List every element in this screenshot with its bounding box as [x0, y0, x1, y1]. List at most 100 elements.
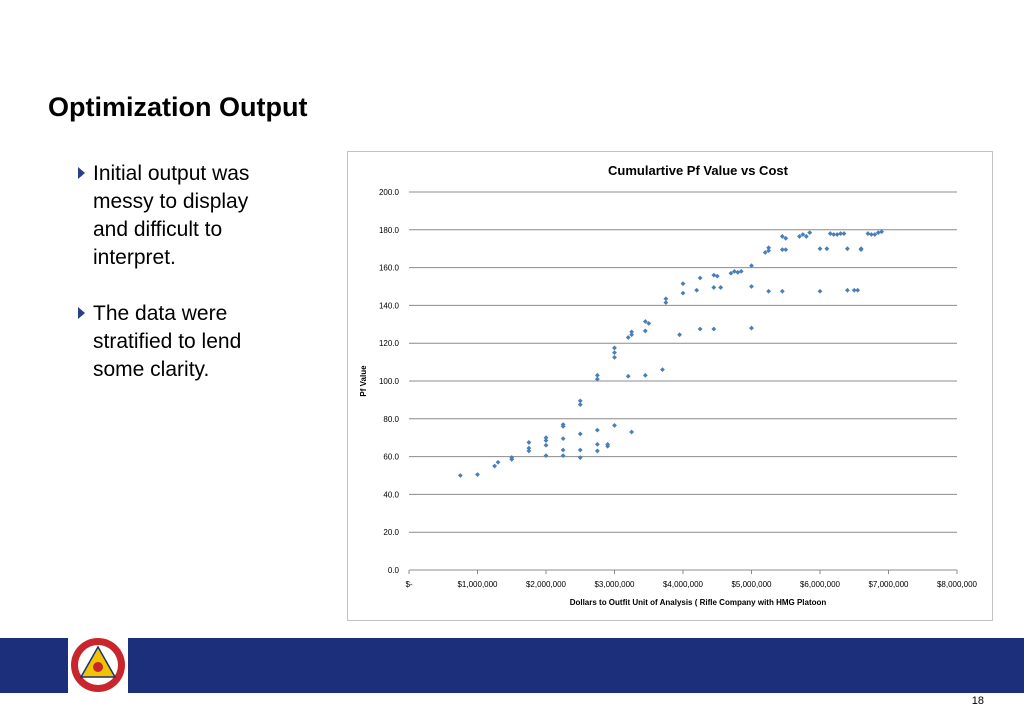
data-point	[612, 354, 617, 360]
data-point	[851, 287, 857, 293]
x-tick-label: $4,000,000	[663, 580, 704, 589]
y-tick-label: 60.0	[383, 453, 399, 462]
data-point	[642, 328, 648, 334]
data-point	[594, 372, 600, 378]
data-point	[779, 288, 785, 294]
data-point	[845, 287, 850, 293]
chart-title: Cumulartive Pf Value vs Cost	[608, 163, 789, 178]
data-point	[827, 231, 833, 236]
footer-bar	[0, 638, 1024, 693]
data-point	[629, 332, 635, 338]
page-title: Optimization Output	[48, 92, 308, 122]
data-point	[855, 287, 861, 293]
x-tick-label: $1,000,000	[457, 580, 498, 589]
x-axis-label: Dollars to Outfit Unit of Analysis ( Rif…	[570, 598, 827, 607]
x-tick-label: $2,000,000	[526, 580, 567, 589]
data-point	[577, 431, 583, 437]
data-point	[543, 453, 549, 459]
triangle-right-icon	[78, 307, 85, 319]
data-point	[694, 287, 700, 293]
y-tick-label: 100.0	[379, 377, 400, 386]
data-point	[807, 230, 813, 236]
triangle-right-icon	[78, 167, 85, 179]
data-point	[711, 285, 717, 290]
data-point	[680, 290, 686, 296]
data-point	[766, 248, 772, 253]
data-point	[824, 246, 830, 252]
data-point	[594, 441, 600, 447]
bullet-text: The data were stratified to lend some cl…	[93, 302, 242, 381]
data-point	[646, 320, 652, 326]
data-point	[841, 231, 847, 236]
data-point	[612, 350, 617, 356]
data-point	[663, 300, 669, 305]
data-point	[766, 245, 772, 251]
data-point	[697, 326, 703, 332]
data-point	[560, 453, 566, 459]
data-point	[879, 229, 885, 235]
y-tick-label: 140.0	[379, 301, 400, 310]
data-point	[817, 288, 823, 294]
data-point	[594, 427, 600, 433]
bullet-item: Initial output was messy to display and …	[78, 160, 288, 272]
data-point	[577, 398, 583, 404]
data-point	[560, 422, 566, 427]
data-point	[766, 288, 772, 294]
data-point	[735, 269, 741, 275]
data-point	[509, 455, 515, 460]
data-point	[625, 373, 631, 379]
y-tick-label: 40.0	[383, 490, 399, 499]
data-point	[475, 472, 480, 477]
data-point	[845, 246, 850, 252]
chart-frame: Cumulartive Pf Value vs Cost 0.0 20.0 40.0 6…	[347, 151, 993, 621]
data-point	[543, 442, 549, 448]
data-point	[817, 246, 823, 252]
data-point	[783, 247, 789, 253]
data-point	[677, 332, 682, 338]
data-point	[680, 281, 686, 287]
data-point	[800, 232, 806, 237]
data-point	[779, 247, 785, 253]
data-point	[594, 376, 600, 382]
data-point	[718, 285, 724, 290]
data-point	[605, 441, 611, 447]
data-point	[731, 268, 737, 274]
data-point	[543, 435, 549, 441]
data-point	[560, 436, 566, 442]
data-point	[872, 232, 878, 237]
x-tick-label: $5,000,000	[731, 580, 772, 589]
y-tick-label: 0.0	[388, 566, 400, 575]
y-axis-label: Pf Value	[359, 365, 368, 397]
data-point	[865, 231, 871, 236]
data-point	[457, 473, 463, 478]
seal-logo	[71, 638, 125, 692]
data-point	[762, 250, 768, 255]
bullet-list: Initial output was messy to display and …	[78, 160, 288, 412]
data-point	[711, 272, 717, 278]
data-point	[875, 230, 881, 236]
x-tick-label: $-	[405, 580, 412, 589]
data-point	[779, 234, 785, 239]
y-tick-label: 20.0	[383, 528, 399, 537]
x-tick-label: $3,000,000	[594, 580, 635, 589]
bullet-item: The data were stratified to lend some cl…	[78, 300, 288, 384]
data-point	[831, 232, 837, 237]
data-point	[560, 447, 566, 453]
y-tick-label: 180.0	[379, 226, 400, 235]
data-point	[625, 335, 631, 340]
data-point	[697, 275, 703, 281]
y-tick-label: 120.0	[379, 339, 400, 348]
data-point	[612, 423, 617, 428]
data-point	[738, 268, 744, 274]
data-point	[495, 459, 501, 465]
x-tick-label: $7,000,000	[868, 580, 909, 589]
data-point	[858, 247, 864, 253]
scatter-chart: Cumulartive Pf Value vs Cost 0.0 20.0 40.0 6…	[359, 163, 978, 607]
data-point	[868, 232, 874, 237]
data-point	[797, 234, 802, 239]
data-point	[663, 296, 669, 302]
data-point	[526, 445, 532, 451]
bullet-text: Initial output was messy to display and …	[93, 162, 250, 269]
data-point	[577, 402, 583, 408]
data-point	[577, 455, 583, 460]
